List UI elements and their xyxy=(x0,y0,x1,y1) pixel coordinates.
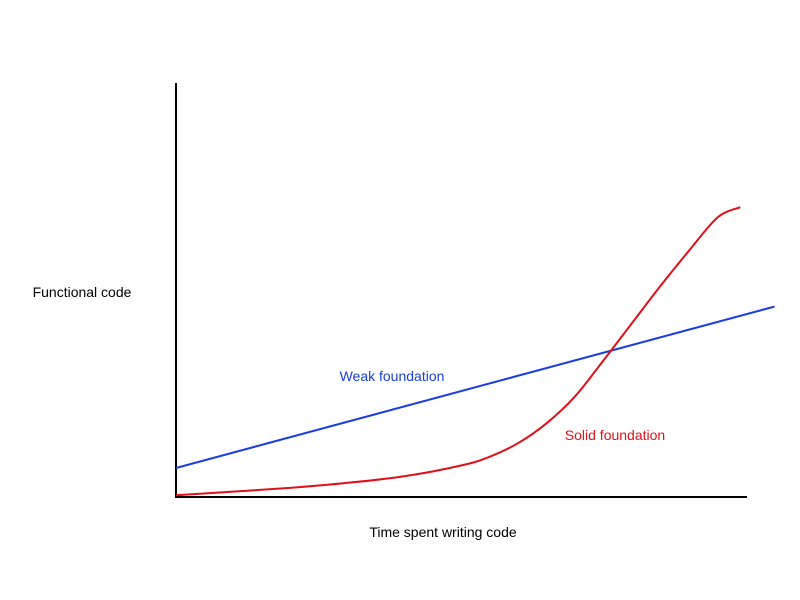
series-label-solid-foundation: Solid foundation xyxy=(565,427,665,443)
y-axis-label: Functional code xyxy=(33,284,132,300)
series-layer xyxy=(175,206,775,497)
series-line-solid-foundation xyxy=(175,206,741,497)
x-axis-label: Time spent writing code xyxy=(369,524,517,540)
series-label-weak-foundation: Weak foundation xyxy=(340,368,445,384)
series-line-weak-foundation xyxy=(175,305,775,469)
